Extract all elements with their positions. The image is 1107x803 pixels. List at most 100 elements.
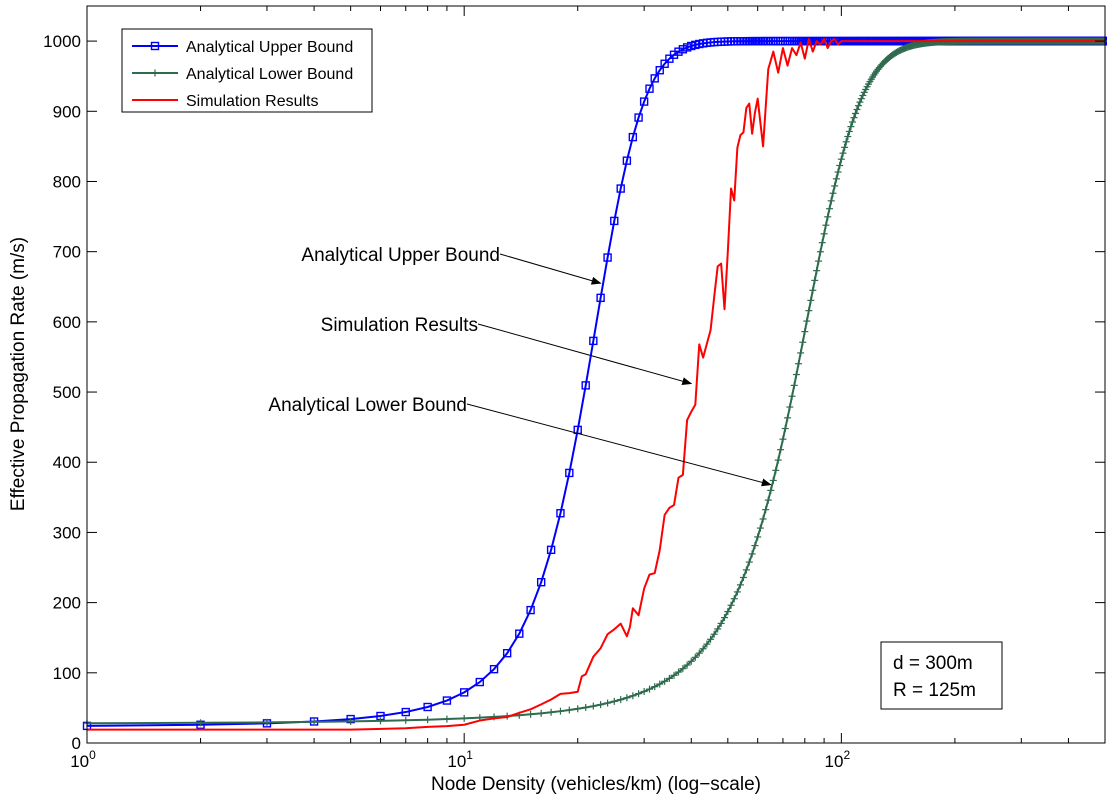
data-point [699, 645, 707, 653]
data-point [589, 336, 598, 346]
data-point [721, 614, 729, 622]
data-point [822, 221, 830, 229]
data-point [574, 705, 582, 713]
data-point [730, 595, 738, 603]
data-point [707, 635, 715, 643]
data-point [665, 674, 673, 682]
legend-label: Analytical Upper Bound [186, 39, 353, 56]
data-point [748, 550, 756, 558]
data-point [197, 719, 205, 727]
data-point [634, 113, 643, 122]
x-tick-label: 102 [825, 748, 851, 771]
data-point [824, 213, 832, 221]
parameter-r: R = 125m [893, 680, 976, 701]
data-point [423, 702, 432, 712]
data-point [827, 197, 835, 205]
data-point [777, 446, 785, 454]
data-point [402, 716, 410, 724]
plot-frame [86, 5, 1106, 744]
legend-entry[interactable]: Analytical Lower Bound [132, 66, 353, 83]
data-point [788, 392, 796, 400]
data-point [547, 708, 555, 716]
y-tick-label: 500 [53, 383, 81, 402]
data-point [714, 625, 722, 633]
data-point [742, 566, 750, 574]
x-tick-exponent: 0 [89, 748, 96, 762]
data-point [678, 45, 688, 54]
legend-entry[interactable]: Simulation Results [132, 93, 319, 110]
data-point [772, 466, 780, 474]
data-point [805, 307, 813, 315]
data-point [459, 688, 469, 697]
legend[interactable]: Analytical Upper Bound Analytical Lower B… [121, 28, 373, 113]
data-point [837, 155, 845, 163]
annotation: Simulation Results [321, 315, 693, 386]
data-point [756, 524, 764, 532]
data-point [687, 657, 695, 665]
data-point [628, 132, 638, 142]
x-tick-label: 101 [447, 748, 473, 771]
series-2 [87, 37, 1105, 731]
y-tick-label: 700 [53, 243, 81, 262]
annotation: Analytical Upper Bound [301, 245, 602, 285]
data-point [818, 239, 826, 247]
plot-area [87, 6, 1105, 743]
parameter-textbox: d = 300m R = 125m [880, 641, 1003, 710]
data-point [603, 253, 612, 262]
data-point [829, 189, 837, 197]
data-point [640, 687, 648, 695]
data-point [443, 715, 451, 723]
data-point [660, 59, 669, 68]
data-point [489, 664, 499, 674]
data-point [656, 680, 664, 688]
annotation-arrow [466, 403, 772, 487]
data-point [263, 718, 271, 726]
data-point [774, 456, 782, 464]
data-point [762, 506, 770, 514]
data-point [610, 216, 619, 226]
legend-entries: Analytical Upper Bound Analytical Lower B… [132, 39, 353, 110]
annotation-arrow [499, 253, 602, 285]
legend-label: Simulation Results [186, 93, 319, 110]
data-point [836, 161, 844, 169]
parameter-d: d = 300m [893, 653, 973, 674]
data-point [515, 629, 524, 638]
data-point [813, 267, 821, 275]
data-point [537, 709, 545, 717]
data-point [623, 694, 631, 702]
data-point [797, 349, 805, 357]
data-point [733, 588, 741, 596]
data-point [736, 581, 744, 589]
legend-box [121, 28, 373, 113]
data-point [820, 230, 828, 238]
y-tick-label: 1000 [43, 32, 81, 51]
data-point [679, 665, 687, 673]
data-point [556, 707, 564, 715]
data-point [784, 414, 792, 422]
data-point [831, 182, 839, 190]
annotation: Analytical Lower Bound [268, 395, 772, 487]
data-point [651, 683, 659, 691]
data-point [853, 105, 861, 113]
data-point [779, 435, 787, 443]
annotation-arrow [477, 323, 693, 386]
data-point [839, 149, 847, 157]
data-point [582, 703, 590, 711]
legend-entry[interactable]: Analytical Upper Bound [132, 39, 353, 56]
data-point [727, 601, 735, 609]
data-point [815, 257, 823, 265]
y-tick-label: 900 [53, 102, 81, 121]
data-point [526, 605, 535, 615]
y-tick-label: 100 [53, 664, 81, 683]
data-point [764, 496, 772, 504]
y-tick-label: 600 [53, 313, 81, 332]
data-point [502, 648, 512, 658]
x-tick-exponent: 2 [843, 748, 850, 762]
data-point [460, 714, 468, 722]
y-tick-label: 300 [53, 523, 81, 542]
data-point [832, 175, 840, 183]
data-point [745, 558, 753, 566]
annotation-label: Simulation Results [321, 315, 478, 336]
data-point [739, 574, 747, 582]
